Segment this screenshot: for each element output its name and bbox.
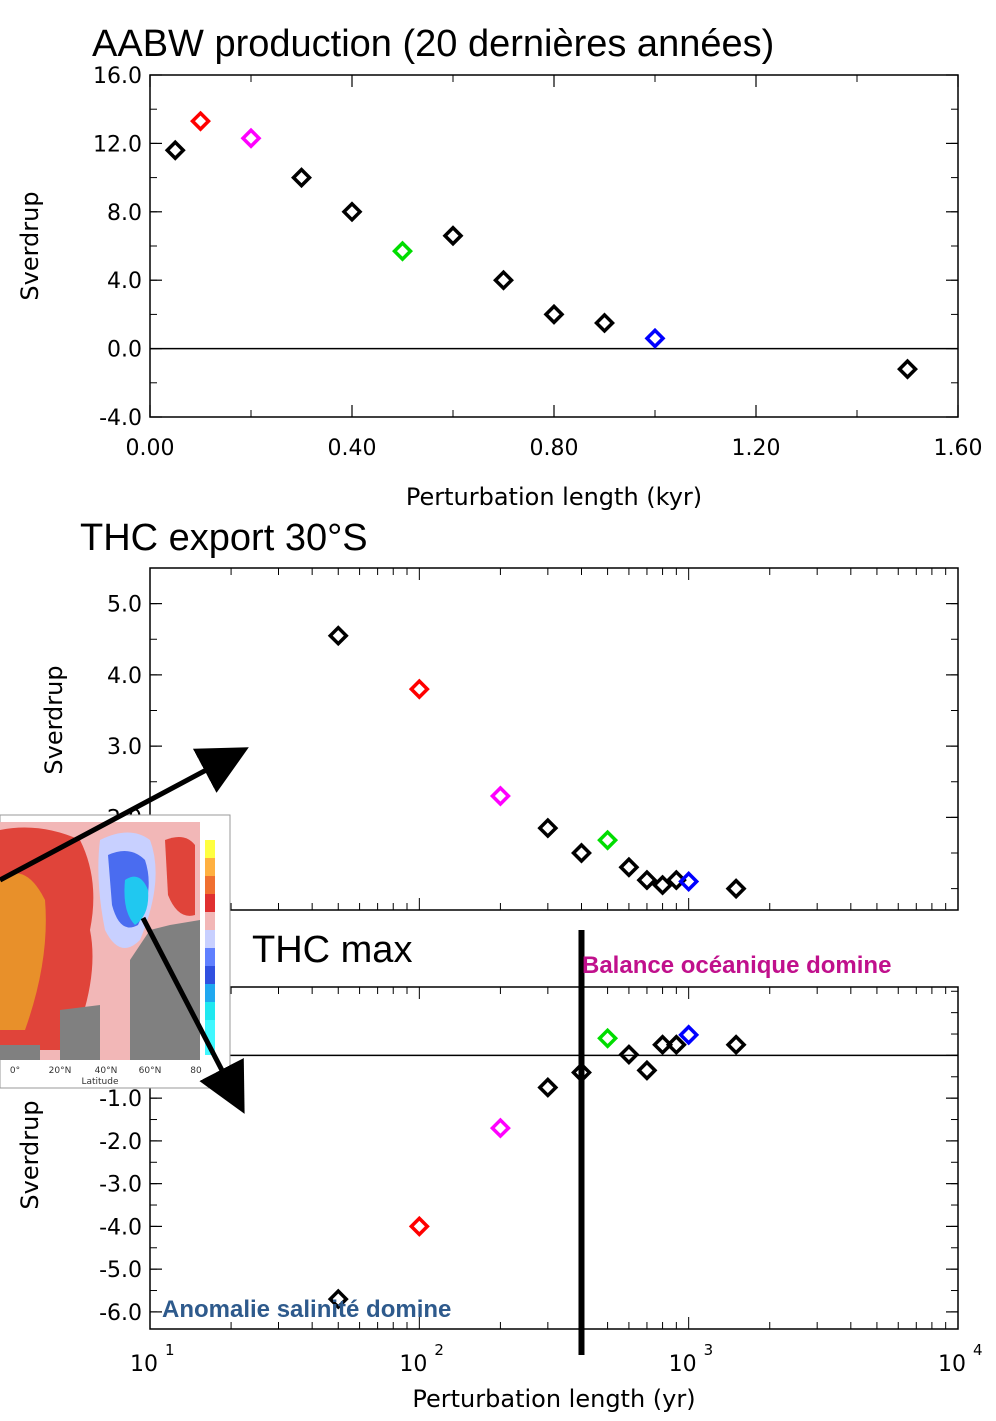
x-tick-exponent: 2 — [434, 1341, 444, 1359]
data-point — [327, 625, 349, 647]
x-tick-label: 10 — [669, 1352, 697, 1377]
data-point — [897, 358, 918, 380]
data-point — [291, 167, 312, 189]
chart-title-thc-export: THC export 30°S — [80, 517, 368, 559]
y-axis-label-thc-max: Sverdrup — [16, 1100, 44, 1209]
data-point — [636, 869, 658, 891]
data-point — [537, 1076, 559, 1098]
data-point — [408, 678, 430, 700]
data-point — [665, 1034, 687, 1056]
data-point — [594, 312, 615, 334]
data-point — [678, 871, 700, 892]
x-tick-label: 10 — [938, 1352, 966, 1377]
x-tick-exponent: 1 — [165, 1341, 175, 1359]
data-point — [636, 1059, 658, 1081]
y-tick-label: -1.0 — [99, 1087, 142, 1112]
x-tick-exponent: 3 — [704, 1341, 714, 1359]
inset-overturning-map: 0° 20°N 40°N 60°N 80 Latitude — [0, 814, 231, 1089]
data-point — [327, 1288, 349, 1310]
data-point — [543, 303, 565, 325]
data-point — [597, 829, 619, 851]
y-tick-label: -4.0 — [99, 406, 142, 431]
data-point — [392, 240, 413, 262]
annotation-salinity: Anomalie salinité domine — [162, 1296, 451, 1323]
data-point — [618, 856, 640, 878]
x-tick-label: 0.40 — [328, 436, 377, 461]
data-point — [652, 874, 674, 896]
arrow-to-max — [140, 916, 245, 1114]
inset-tick-60n: 60°N — [139, 1066, 162, 1076]
inset-tick-20n: 20°N — [49, 1066, 72, 1076]
inset-xlabel: Latitude — [81, 1077, 119, 1087]
y-tick-label: -2.0 — [99, 1130, 142, 1155]
x-tick-label: 1.20 — [732, 436, 781, 461]
inset-tick-0: 0° — [10, 1066, 20, 1076]
annotation-ocean-balance: Balance océanique domine — [582, 952, 891, 979]
y-tick-label: 4.0 — [107, 664, 142, 689]
chart-title-thc-max: THC max — [252, 929, 412, 971]
plot-frame-thc-export — [149, 567, 959, 911]
y-tick-label: -3.0 — [99, 1173, 142, 1198]
y-tick-label: 0.0 — [107, 338, 142, 363]
panel-thc-max: THC max -6.0-5.0-4.0-3.0-2.0-1.00.010110… — [16, 929, 983, 1413]
data-point — [489, 1117, 511, 1139]
data-point — [644, 327, 666, 349]
y-tick-label: -5.0 — [99, 1258, 142, 1283]
x-tick-label: 10 — [130, 1352, 158, 1377]
data-point — [665, 869, 687, 891]
x-axis-label-thc-max: Perturbation length (yr) — [412, 1385, 695, 1413]
y-tick-label: -4.0 — [99, 1215, 142, 1240]
y-tick-label: 5.0 — [107, 593, 142, 618]
y-tick-label: 8.0 — [107, 201, 142, 226]
data-point — [725, 1034, 747, 1056]
y-axis-label-thc-export: Sverdrup — [40, 665, 68, 774]
data-point — [164, 139, 186, 161]
data-point — [725, 878, 747, 900]
chart-title-aabw: AABW production (20 dernières années) — [92, 23, 774, 65]
x-tick-label: 0.00 — [126, 436, 175, 461]
data-point — [571, 842, 592, 864]
x-tick-label: 1.60 — [934, 436, 983, 461]
x-tick-label: 10 — [399, 1352, 427, 1377]
plot-frame-thc-max — [149, 986, 959, 1330]
inset-tick-80: 80 — [190, 1066, 202, 1076]
data-point — [408, 1215, 430, 1237]
x-tick-exponent: 4 — [973, 1341, 983, 1359]
x-axis-label-aabw: Perturbation length (kyr) — [406, 483, 702, 511]
data-point — [537, 817, 559, 839]
x-tick-label: 0.80 — [530, 436, 579, 461]
y-tick-label: -6.0 — [99, 1301, 142, 1326]
y-tick-label: 16.0 — [93, 64, 142, 89]
y-axis-label-aabw: Sverdrup — [16, 191, 44, 300]
data-point — [190, 110, 211, 132]
data-point — [571, 1062, 592, 1083]
data-point — [678, 1024, 700, 1046]
data-point — [493, 269, 514, 291]
panel-aabw: AABW production (20 dernières années) -4… — [16, 23, 982, 511]
data-point — [489, 785, 511, 807]
data-point — [597, 1027, 619, 1049]
data-point — [618, 1044, 640, 1066]
y-tick-label: 4.0 — [107, 269, 142, 294]
data-point — [652, 1034, 674, 1056]
data-point — [240, 127, 262, 149]
data-point — [442, 225, 464, 247]
y-tick-label: 12.0 — [93, 132, 142, 157]
arrow-to-export — [0, 747, 249, 883]
data-point — [341, 201, 363, 223]
y-tick-label: 3.0 — [107, 735, 142, 760]
inset-tick-40n: 40°N — [95, 1066, 118, 1076]
